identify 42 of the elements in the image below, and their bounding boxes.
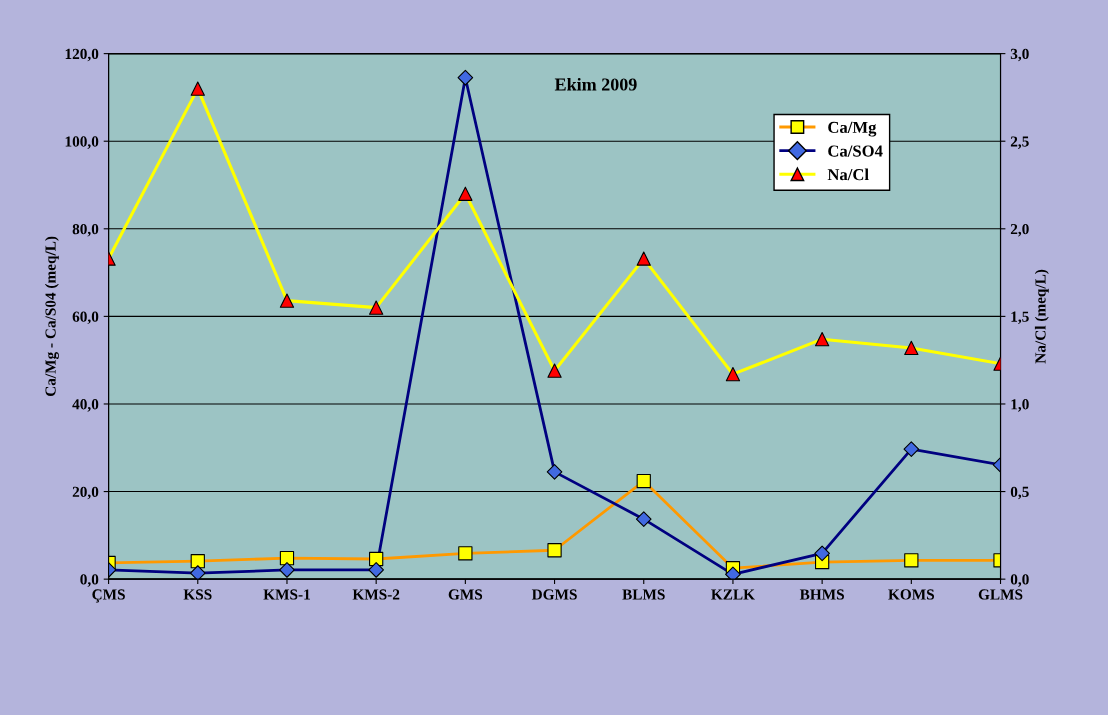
point: [458, 186, 473, 201]
y-tick-label: 40,0: [72, 399, 99, 412]
x-tick-label: BHMS: [799, 589, 844, 600]
point: [636, 473, 651, 489]
y2-tick-label: 0,5: [1010, 486, 1029, 500]
y2-tick-label: 1,0: [1011, 399, 1029, 412]
y2-axis-title: Na/Cl (meq/L): [1034, 269, 1049, 364]
y2-tick-label: 0,0: [1010, 574, 1029, 587]
x-tick-label: DGMS: [531, 589, 577, 600]
point: [190, 81, 205, 96]
point: [636, 251, 651, 266]
point: [904, 340, 919, 356]
x-tick-label: KZLK: [711, 589, 755, 600]
y-tick-label: 80,0: [72, 223, 99, 237]
point: [189, 565, 206, 580]
text: Ekim 2009: [554, 77, 637, 91]
x-tick-label: GMS: [448, 589, 483, 600]
x-tick-label: KMS-1: [263, 589, 310, 600]
point: [279, 293, 295, 308]
y2-tick-label: 3,0: [1010, 48, 1029, 62]
x-tick-label: BLMS: [622, 589, 665, 600]
x-tick-label: ÇMS: [92, 589, 125, 603]
y-axis-title: Ca/Mg - Ca/S04 (meq/L): [44, 236, 59, 397]
point: [814, 332, 830, 347]
y2-tick-label: 2,5: [1010, 136, 1029, 149]
y-tick-label: 60,0: [72, 311, 99, 325]
x-tick-label: GLMS: [978, 589, 1023, 600]
point: [547, 363, 562, 378]
x-tick-label: KOMS: [888, 589, 935, 600]
x-tick-label: KMS-2: [352, 589, 400, 600]
legend-label: Ca/Mg: [828, 121, 877, 137]
y-tick-label: 100,0: [65, 136, 99, 149]
y2-tick-label: 2,0: [1010, 223, 1029, 237]
point: [725, 367, 741, 382]
y2-tick-label: 1,5: [1011, 311, 1029, 325]
y-tick-label: 20,0: [72, 486, 99, 500]
legend-label: Ca/SO4: [828, 145, 883, 157]
y-tick-label: 120,0: [65, 48, 99, 62]
x-tick-label: KSS: [183, 589, 212, 600]
y-tick-label: 0,0: [80, 574, 99, 587]
legend-label: Na/Cl: [827, 168, 869, 181]
point: [369, 300, 384, 315]
